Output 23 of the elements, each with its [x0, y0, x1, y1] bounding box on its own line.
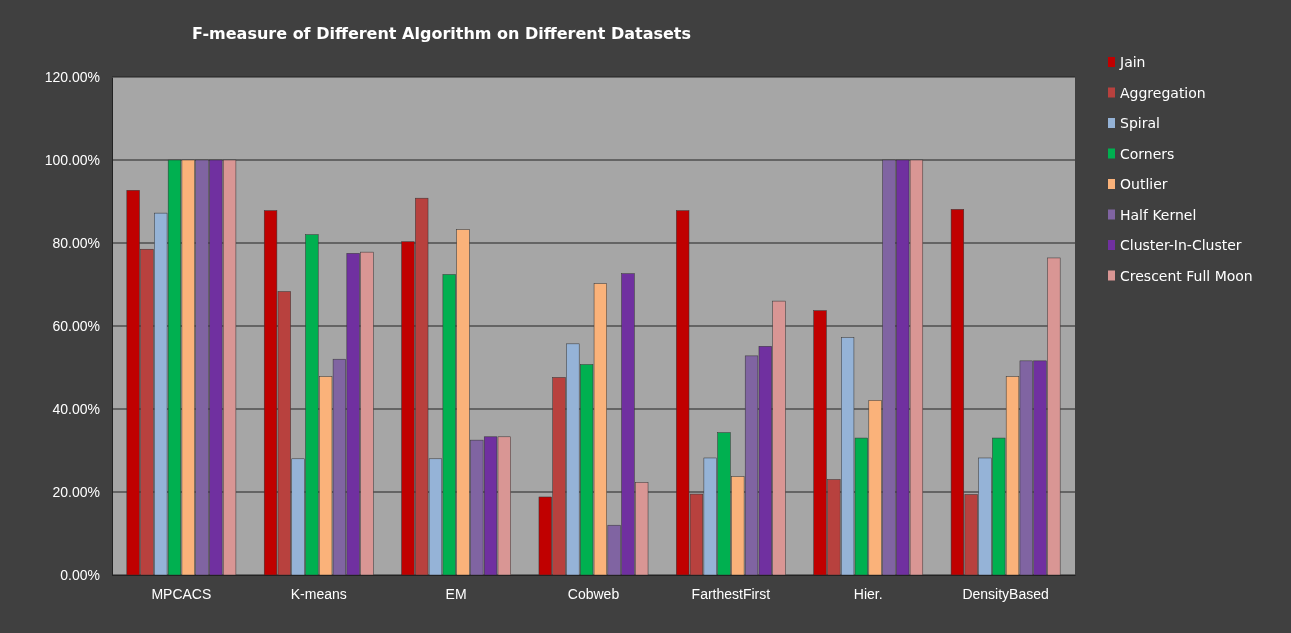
legend-label: Corners [1120, 145, 1175, 162]
x-tick-label: K-means [290, 585, 347, 602]
legend-label: Cluster-In-Cluster [1120, 237, 1242, 253]
legend-label: Outlier [1120, 176, 1168, 192]
y-tick-label: 40.00% [52, 400, 100, 417]
legend-label: Crescent Full Moon [1120, 267, 1253, 284]
x-tick-label: Cobweb [567, 585, 620, 602]
legend-label: Jain [1119, 54, 1146, 70]
x-tick-label: MPCACS [151, 585, 212, 602]
x-tick-label: Hier. [853, 585, 883, 602]
legend-label: Half Kernel [1120, 206, 1197, 223]
y-tick-label: 60.00% [52, 317, 100, 334]
y-tick-label: 120.00% [44, 68, 100, 85]
y-tick-label: 20.00% [52, 483, 100, 500]
x-tick-label: FarthestFirst [691, 585, 771, 602]
y-tick-label: 100.00% [44, 151, 100, 168]
x-tick-label: EM [445, 585, 467, 602]
legend-label: Aggregation [1120, 84, 1206, 101]
x-tick-label: DensityBased [962, 585, 1049, 602]
chart-title: F-measure of Different Algorithm on Different Datasets [192, 24, 691, 43]
y-tick-label: 80.00% [52, 234, 100, 251]
y-tick-label: 0.00% [60, 566, 100, 583]
legend-label: Spiral [1120, 115, 1160, 131]
